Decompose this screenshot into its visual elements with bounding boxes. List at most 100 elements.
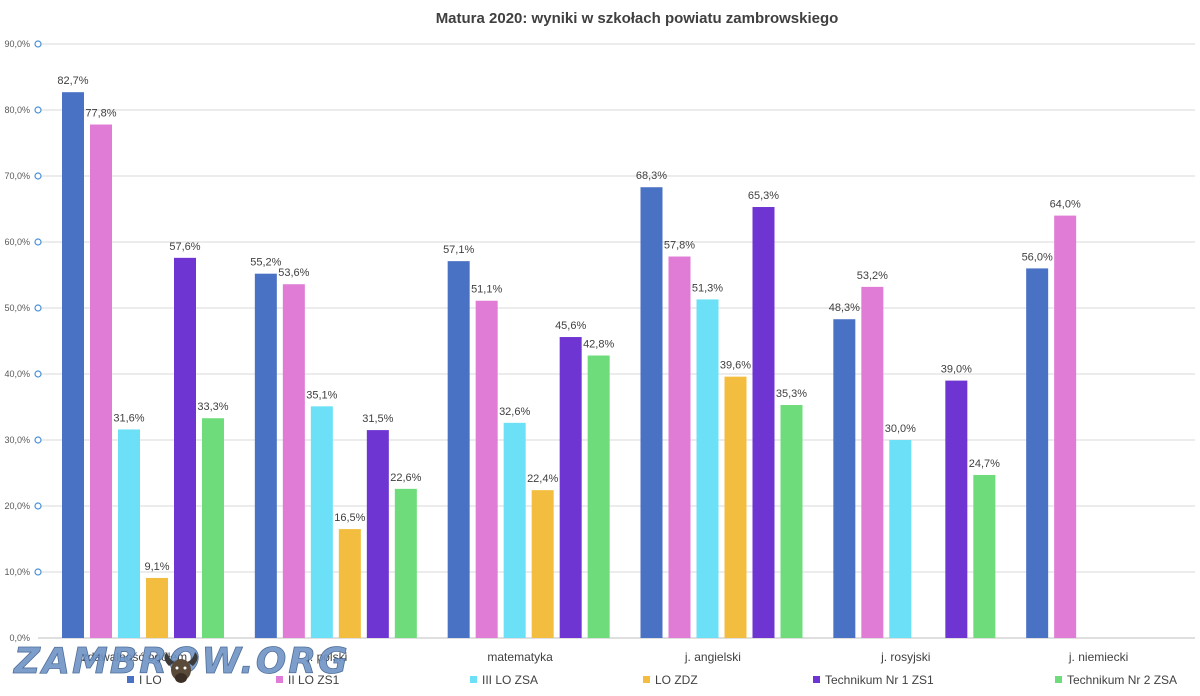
data-label: 24,7%: [969, 458, 1000, 470]
data-label: 22,4%: [527, 473, 558, 485]
y-tick-marker: [34, 370, 42, 378]
data-label: 45,6%: [555, 320, 586, 332]
data-label: 48,3%: [829, 302, 860, 314]
bar: [174, 257, 196, 638]
bar: [90, 124, 112, 638]
y-axis: 0,0% 10,0% 20,0% 30,0% 40,0% 50,0% 60,0% 70,0% 8…: [4, 39, 42, 643]
data-label: 35,3%: [776, 388, 807, 400]
chart-title: Matura 2020: wyniki w szkołach powiatu z…: [436, 10, 839, 27]
legend-label: Technikum Nr 2 ZSA: [1067, 673, 1177, 687]
legend-swatch: [470, 676, 477, 683]
y-tick-marker: [34, 238, 42, 246]
y-tick-label: 90,0%: [4, 39, 30, 49]
legend-label: I LO: [139, 673, 162, 687]
x-axis-categories: zdawalność ogółem j. polski matematyka j. a…: [82, 650, 1129, 664]
data-label: 64,0%: [1050, 199, 1081, 211]
legend-label: II LO ZS1: [288, 673, 340, 687]
y-tick-label: 70,0%: [4, 171, 30, 181]
y-tick-label: 50,0%: [4, 303, 30, 313]
data-label: 68,3%: [636, 170, 667, 182]
legend: I LO II LO ZS1 III LO ZSA LO ZDZ Technikum N…: [127, 673, 1177, 687]
bar: [310, 406, 333, 638]
bar: [338, 529, 361, 638]
bar: [394, 488, 417, 638]
data-label: 55,2%: [250, 257, 281, 269]
bar: [833, 319, 856, 638]
y-tick-label: 0,0%: [9, 633, 30, 643]
bar: [724, 376, 747, 638]
y-tick-marker: [34, 106, 42, 114]
y-tick-label: 30,0%: [4, 435, 30, 445]
legend-label: LO ZDZ: [655, 673, 698, 687]
bar: [62, 92, 84, 639]
legend-swatch: [813, 676, 820, 683]
data-label: 9,1%: [144, 561, 169, 573]
bar: [861, 286, 884, 638]
data-label: 31,5%: [362, 413, 393, 425]
bar: [640, 187, 663, 638]
bar: [447, 261, 470, 638]
bar: [503, 422, 526, 638]
y-tick-label: 40,0%: [4, 369, 30, 379]
data-label: 32,6%: [499, 406, 530, 418]
data-label: 57,8%: [664, 240, 695, 252]
x-category-label: zdawalność ogółem: [82, 650, 187, 664]
x-category-label: j. angielski: [684, 650, 741, 664]
data-label: 53,2%: [857, 270, 888, 282]
y-tick-marker: [34, 436, 42, 444]
bar: [668, 256, 691, 638]
data-label: 56,0%: [1022, 251, 1053, 263]
data-label: 51,3%: [692, 282, 723, 294]
y-tick-label: 60,0%: [4, 237, 30, 247]
y-tick-marker: [34, 172, 42, 180]
bar: [202, 418, 224, 638]
data-label: 51,1%: [471, 284, 502, 296]
gridlines: [38, 43, 1195, 639]
data-label: 82,7%: [57, 75, 88, 87]
bar: [531, 490, 554, 638]
legend-swatch: [276, 676, 283, 683]
data-label: 39,6%: [720, 360, 751, 372]
legend-label: Technikum Nr 1 ZS1: [825, 673, 934, 687]
data-label: 42,8%: [583, 339, 614, 351]
legend-swatch: [127, 676, 134, 683]
x-category-label: j. niemiecki: [1068, 650, 1128, 664]
x-category-label: j. rosyjski: [880, 650, 930, 664]
bar: [559, 337, 582, 638]
bars: [62, 92, 1077, 639]
y-tick-label: 20,0%: [4, 501, 30, 511]
data-label: 33,3%: [197, 401, 228, 413]
x-category-label: j. polski: [306, 650, 347, 664]
data-labels: 82,7% 77,8% 31,6% 9,1% 57,6% 33,3% 55,2%53,6% 3…: [57, 75, 1081, 573]
data-label: 53,6%: [278, 267, 309, 279]
data-label: 39,0%: [941, 364, 972, 376]
data-label: 77,8%: [85, 108, 116, 120]
bar: [1026, 268, 1049, 638]
bison-head-icon: [164, 652, 198, 683]
bar: [366, 430, 389, 638]
y-tick-marker: [34, 304, 42, 312]
bar: [1054, 215, 1077, 638]
data-label: 22,6%: [390, 472, 421, 484]
data-label: 57,6%: [169, 241, 200, 253]
watermark: ZAMBROW.ORG: [13, 641, 348, 683]
y-tick-marker: [34, 568, 42, 576]
y-tick-label: 10,0%: [4, 567, 30, 577]
bar: [945, 380, 968, 638]
bar: [475, 300, 498, 638]
data-label: 16,5%: [334, 512, 365, 524]
data-label: 57,1%: [443, 244, 474, 256]
data-label: 30,0%: [885, 423, 916, 435]
bar: [973, 474, 996, 638]
legend-swatch: [643, 676, 650, 683]
x-category-label: matematyka: [487, 650, 553, 664]
y-tick-marker: [34, 502, 42, 510]
legend-swatch: [1055, 676, 1062, 683]
legend-label: III LO ZSA: [482, 673, 538, 687]
y-tick-marker: [34, 40, 42, 48]
bar: [696, 299, 719, 638]
bar: [780, 405, 803, 638]
bar: [889, 440, 912, 638]
data-label: 65,3%: [748, 190, 779, 202]
